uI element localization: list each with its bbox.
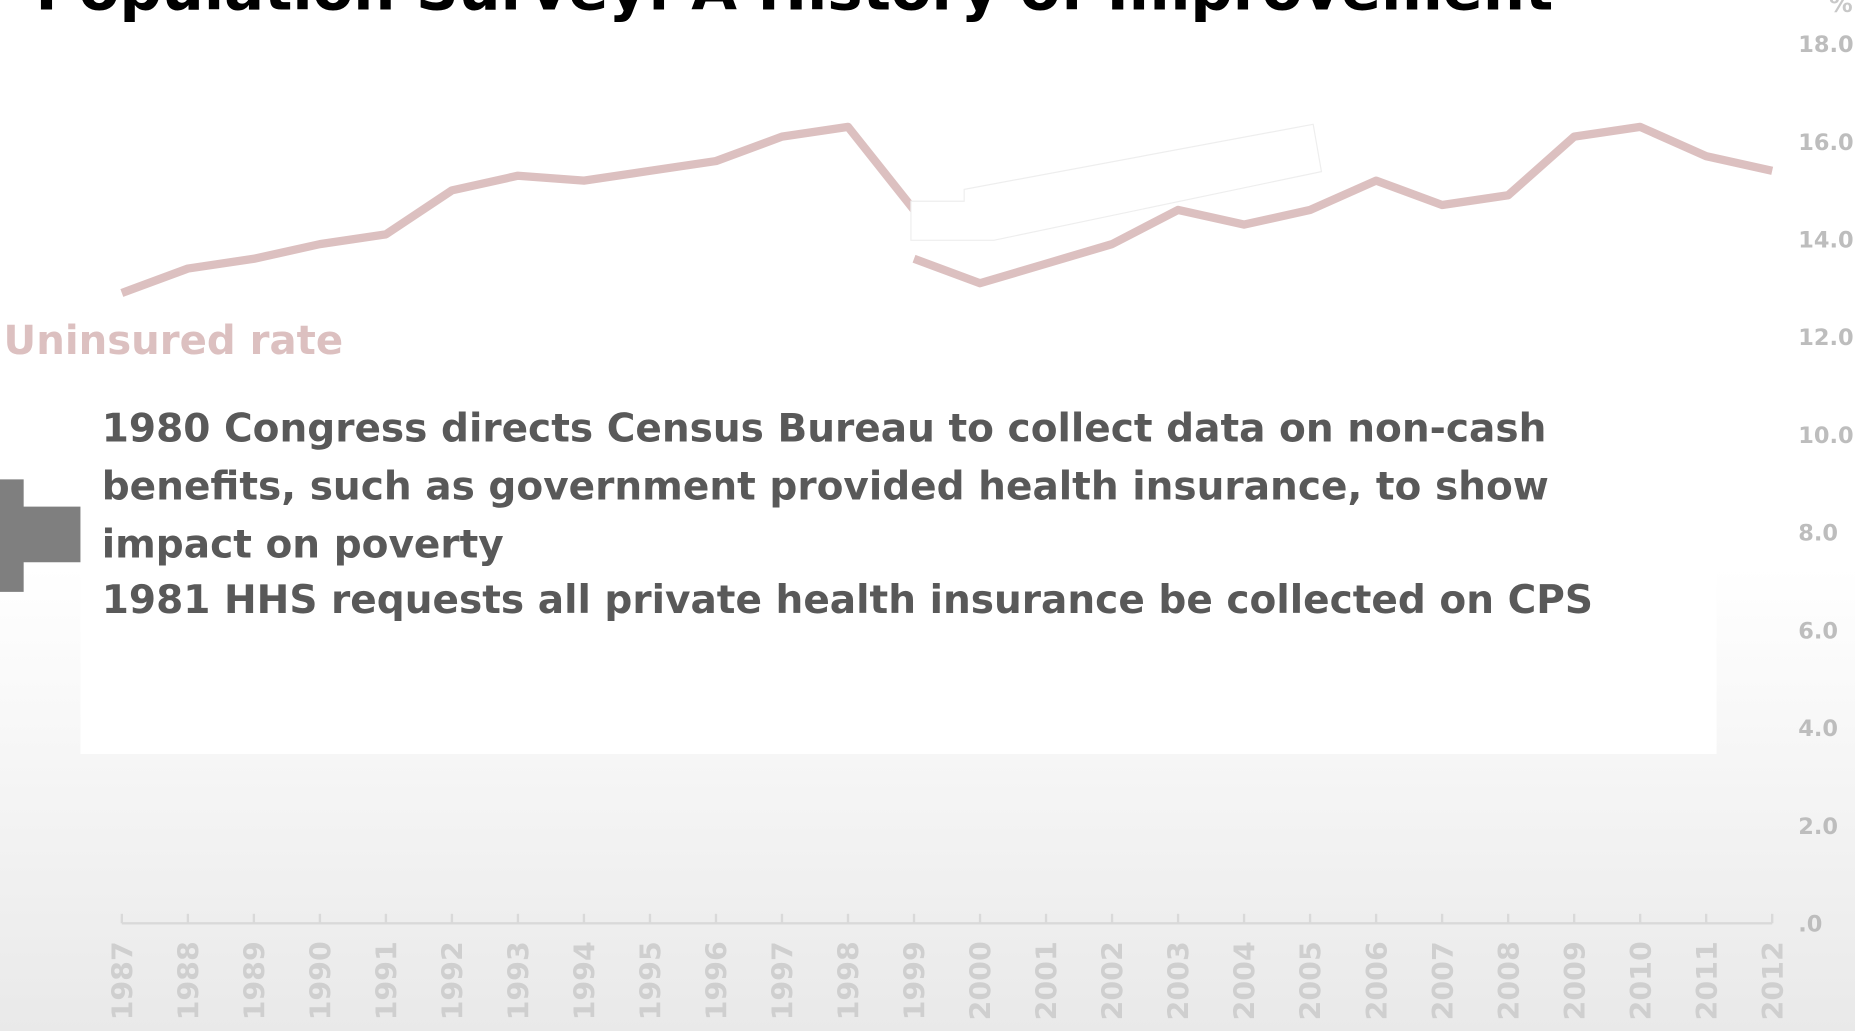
x-tick-label: 2011 [1691,941,1724,1020]
series-label: Uninsured rate [4,318,344,364]
x-tick-label: 1998 [833,941,866,1020]
y-tick-label: 8.0 [1798,521,1838,547]
y-tick-label: .0 [1798,912,1822,938]
y-tick-label: 10.0 [1798,423,1853,449]
y-tick-label: 18.0 [1798,32,1853,58]
x-tick-label: 1995 [635,941,668,1020]
x-tick-label: 2005 [1295,941,1328,1020]
annotation: 1980 Congress directs Census Bureau to c… [101,404,1549,567]
note-box [80,355,1717,755]
x-tick-label: 2007 [1427,941,1460,1020]
data-line [912,122,1774,288]
x-tick-label: 1991 [371,941,404,1020]
x-tick-label: 2001 [1031,941,1064,1020]
annotation: 1981 HHS requests all private health ins… [101,576,1594,623]
x-tick-label: 1989 [239,941,272,1020]
x-tick-label: 1993 [503,941,536,1020]
x-tick-label: 1996 [701,941,734,1020]
x-tick-label: 1994 [569,941,602,1020]
x-tick-label: 1997 [767,941,800,1020]
data-line [120,122,918,297]
callout-shape [910,123,1323,241]
y-tick-label: 2.0 [1798,814,1838,840]
x-tick-label: 2000 [965,941,998,1020]
y-tick-label: 14.0 [1798,228,1853,254]
y-tick-label: 16.0 [1798,130,1853,156]
x-tick-label: 2008 [1493,941,1526,1020]
y-tick-label: 6.0 [1798,618,1838,644]
x-tick-label: 2006 [1361,941,1394,1020]
x-tick-label: 2012 [1757,941,1790,1020]
x-tick-label: 2009 [1559,941,1592,1020]
back-arrow[interactable] [0,479,81,592]
y-tick-label: 12.0 [1798,325,1853,351]
y-axis-unit: % [1829,0,1853,18]
slide-title: Population Survey: A History of Improvem… [35,0,1553,23]
x-tick-label: 2003 [1163,941,1196,1020]
x-tick-label: 1992 [437,941,470,1020]
x-tick-label: 2004 [1229,941,1262,1020]
x-tick-label: 1987 [107,941,140,1020]
x-tick-label: 2010 [1625,941,1658,1020]
x-tick-label: 1999 [899,941,932,1020]
x-tick-label: 1990 [305,941,338,1020]
x-tick-label: 1988 [173,941,206,1020]
x-tick-label: 2002 [1097,941,1130,1020]
y-tick-label: 4.0 [1798,716,1838,742]
